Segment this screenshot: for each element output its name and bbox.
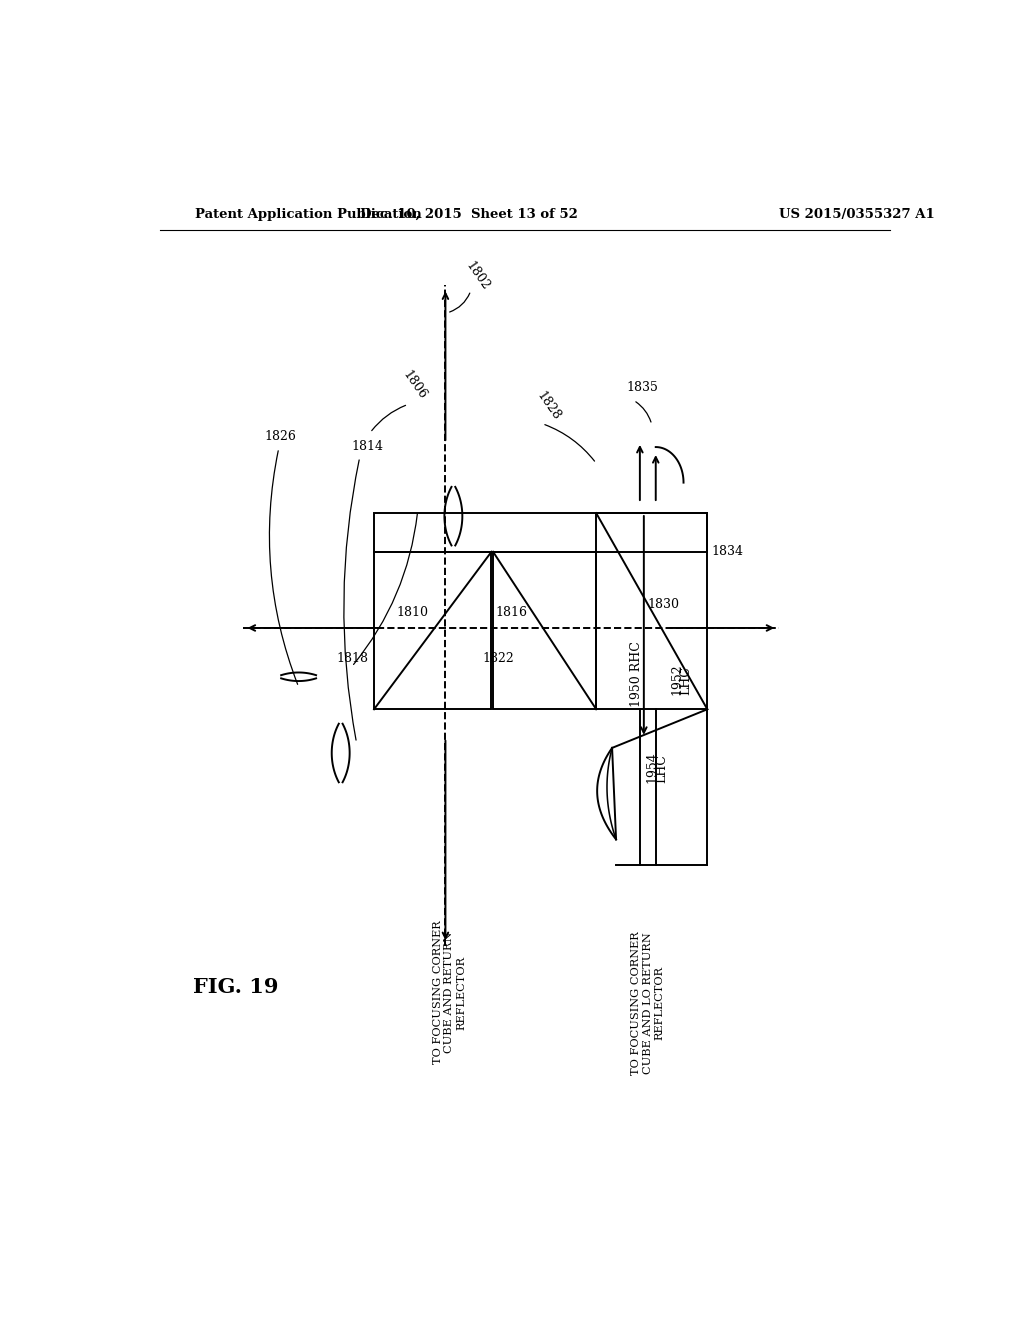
Text: Dec. 10, 2015  Sheet 13 of 52: Dec. 10, 2015 Sheet 13 of 52 [360, 207, 579, 220]
Text: FIG. 19: FIG. 19 [194, 977, 279, 997]
Text: LHC: LHC [655, 755, 668, 784]
Text: 1818: 1818 [337, 652, 369, 664]
Bar [374, 552, 492, 709]
Text: TO FOCUSING CORNER
CUBE AND LO RETURN
REFLECTOR: TO FOCUSING CORNER CUBE AND LO RETURN RE… [631, 931, 665, 1074]
Text: 1952: 1952 [670, 664, 683, 696]
Text: 1954: 1954 [645, 751, 658, 784]
Text: 1835: 1835 [627, 381, 658, 395]
Text: 1830: 1830 [648, 598, 680, 611]
Text: 1834: 1834 [712, 545, 743, 558]
Text: 1822: 1822 [482, 652, 514, 664]
Text: 1950 RHC: 1950 RHC [631, 642, 643, 708]
Text: Patent Application Publication: Patent Application Publication [196, 207, 422, 220]
Bar [494, 552, 596, 709]
Text: 1828: 1828 [535, 389, 563, 422]
Text: LHC: LHC [680, 667, 692, 696]
Text: 1826: 1826 [264, 430, 296, 444]
Bar [596, 513, 708, 709]
Text: 1810: 1810 [396, 606, 428, 619]
Bar [374, 513, 708, 552]
Text: TO FOCUSING CORNER
CUBE AND RETURN
REFLECTOR: TO FOCUSING CORNER CUBE AND RETURN REFLE… [433, 921, 466, 1064]
Text: 1806: 1806 [400, 368, 429, 403]
Text: 1816: 1816 [496, 606, 527, 619]
Text: 1814: 1814 [352, 440, 384, 453]
Text: 1802: 1802 [463, 259, 492, 293]
Text: US 2015/0355327 A1: US 2015/0355327 A1 [778, 207, 935, 220]
